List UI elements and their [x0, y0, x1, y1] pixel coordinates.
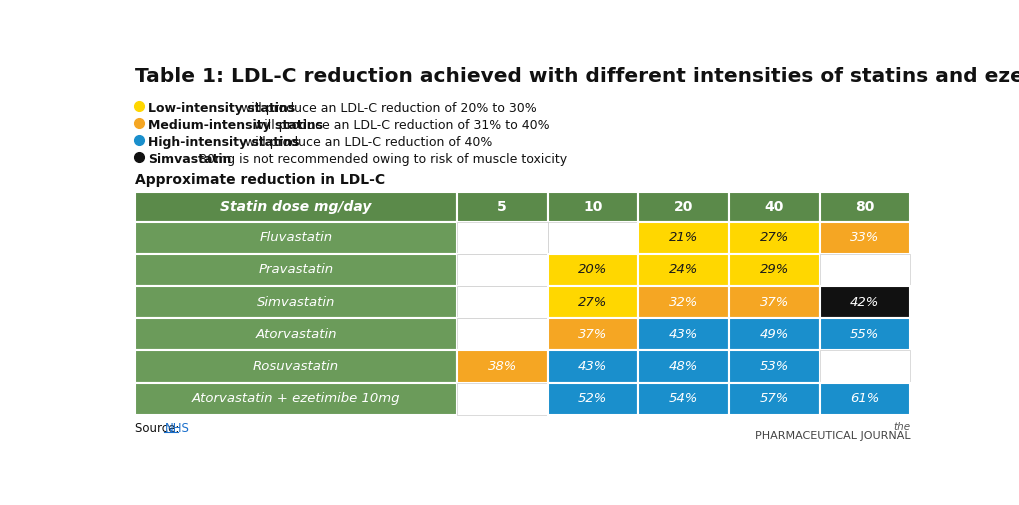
Bar — [136, 222, 457, 254]
Bar — [819, 318, 909, 350]
Text: 32%: 32% — [668, 295, 698, 309]
Text: Fluvastatin: Fluvastatin — [259, 231, 332, 244]
Bar — [638, 318, 729, 350]
Text: Medium-intensity statins: Medium-intensity statins — [148, 119, 322, 132]
Text: 24%: 24% — [668, 264, 698, 276]
Text: 37%: 37% — [578, 328, 607, 341]
Bar — [819, 286, 909, 318]
Bar — [136, 383, 457, 415]
Text: 29%: 29% — [759, 264, 788, 276]
Text: 43%: 43% — [578, 360, 607, 373]
Bar — [819, 350, 909, 383]
Text: PHARMACEUTICAL JOURNAL: PHARMACEUTICAL JOURNAL — [754, 431, 909, 441]
Bar — [547, 383, 638, 415]
Bar — [547, 222, 638, 254]
Text: 54%: 54% — [668, 392, 698, 405]
Bar — [457, 222, 547, 254]
Text: 40: 40 — [764, 199, 784, 214]
Text: 80mg is not recommended owing to risk of muscle toxicity: 80mg is not recommended owing to risk of… — [195, 153, 567, 166]
Text: 55%: 55% — [850, 328, 878, 341]
Text: 21%: 21% — [668, 231, 698, 244]
Text: 20: 20 — [674, 199, 693, 214]
Text: 27%: 27% — [759, 231, 788, 244]
Bar — [638, 350, 729, 383]
Bar — [819, 383, 909, 415]
Text: 43%: 43% — [668, 328, 698, 341]
Text: will produce an LDL-C reduction of 20% to 30%: will produce an LDL-C reduction of 20% t… — [237, 102, 536, 115]
Bar — [136, 318, 457, 350]
Bar — [729, 350, 819, 383]
Bar — [136, 286, 457, 318]
Bar — [136, 191, 457, 222]
Text: High-intensity statins: High-intensity statins — [148, 136, 299, 149]
Text: 27%: 27% — [578, 295, 607, 309]
Bar — [729, 383, 819, 415]
Bar — [136, 350, 457, 383]
Text: 10: 10 — [583, 199, 602, 214]
Text: Approximate reduction in LDL-C: Approximate reduction in LDL-C — [136, 173, 385, 187]
Bar — [729, 286, 819, 318]
Bar — [547, 254, 638, 286]
Bar — [457, 254, 547, 286]
Bar — [638, 383, 729, 415]
Bar — [729, 318, 819, 350]
Bar — [819, 191, 909, 222]
Bar — [638, 222, 729, 254]
Text: 57%: 57% — [759, 392, 788, 405]
Bar — [547, 350, 638, 383]
Text: will produce an LDL-C reduction of 31% to 40%: will produce an LDL-C reduction of 31% t… — [250, 119, 549, 132]
Bar — [457, 286, 547, 318]
Bar — [729, 222, 819, 254]
Text: 48%: 48% — [668, 360, 698, 373]
Bar — [819, 254, 909, 286]
Text: Table 1: LDL-C reduction achieved with different intensities of statins and ezet: Table 1: LDL-C reduction achieved with d… — [136, 67, 1019, 86]
Bar — [457, 318, 547, 350]
Bar — [638, 286, 729, 318]
Bar — [136, 254, 457, 286]
Text: Atorvastatin + ezetimibe 10mg: Atorvastatin + ezetimibe 10mg — [192, 392, 399, 405]
Bar — [457, 350, 547, 383]
Bar — [547, 318, 638, 350]
Text: 20%: 20% — [578, 264, 607, 276]
Bar — [547, 191, 638, 222]
Text: Source:: Source: — [136, 423, 183, 435]
Text: Simvastatin: Simvastatin — [257, 295, 335, 309]
Text: 5: 5 — [497, 199, 506, 214]
Text: 33%: 33% — [850, 231, 878, 244]
Bar — [457, 383, 547, 415]
Text: 52%: 52% — [578, 392, 607, 405]
Text: 61%: 61% — [850, 392, 878, 405]
Text: 42%: 42% — [850, 295, 878, 309]
Text: NHS: NHS — [164, 423, 190, 435]
Text: will produce an LDL-C reduction of 40%: will produce an LDL-C reduction of 40% — [242, 136, 492, 149]
Text: 49%: 49% — [759, 328, 788, 341]
Text: Pravastatin: Pravastatin — [258, 264, 333, 276]
Bar — [729, 191, 819, 222]
Text: Low-intensity statins: Low-intensity statins — [148, 102, 294, 115]
Text: 37%: 37% — [759, 295, 788, 309]
Text: Atorvastatin: Atorvastatin — [255, 328, 336, 341]
Bar — [819, 222, 909, 254]
Text: 80: 80 — [854, 199, 873, 214]
Text: Simvastatin: Simvastatin — [148, 153, 230, 166]
Text: Statin dose mg/day: Statin dose mg/day — [220, 199, 371, 214]
Bar — [729, 254, 819, 286]
Bar — [547, 286, 638, 318]
Bar — [638, 191, 729, 222]
Text: the: the — [893, 423, 909, 432]
Text: 38%: 38% — [487, 360, 517, 373]
Text: Rosuvastatin: Rosuvastatin — [253, 360, 338, 373]
Bar — [457, 191, 547, 222]
Bar — [638, 254, 729, 286]
Text: 53%: 53% — [759, 360, 788, 373]
